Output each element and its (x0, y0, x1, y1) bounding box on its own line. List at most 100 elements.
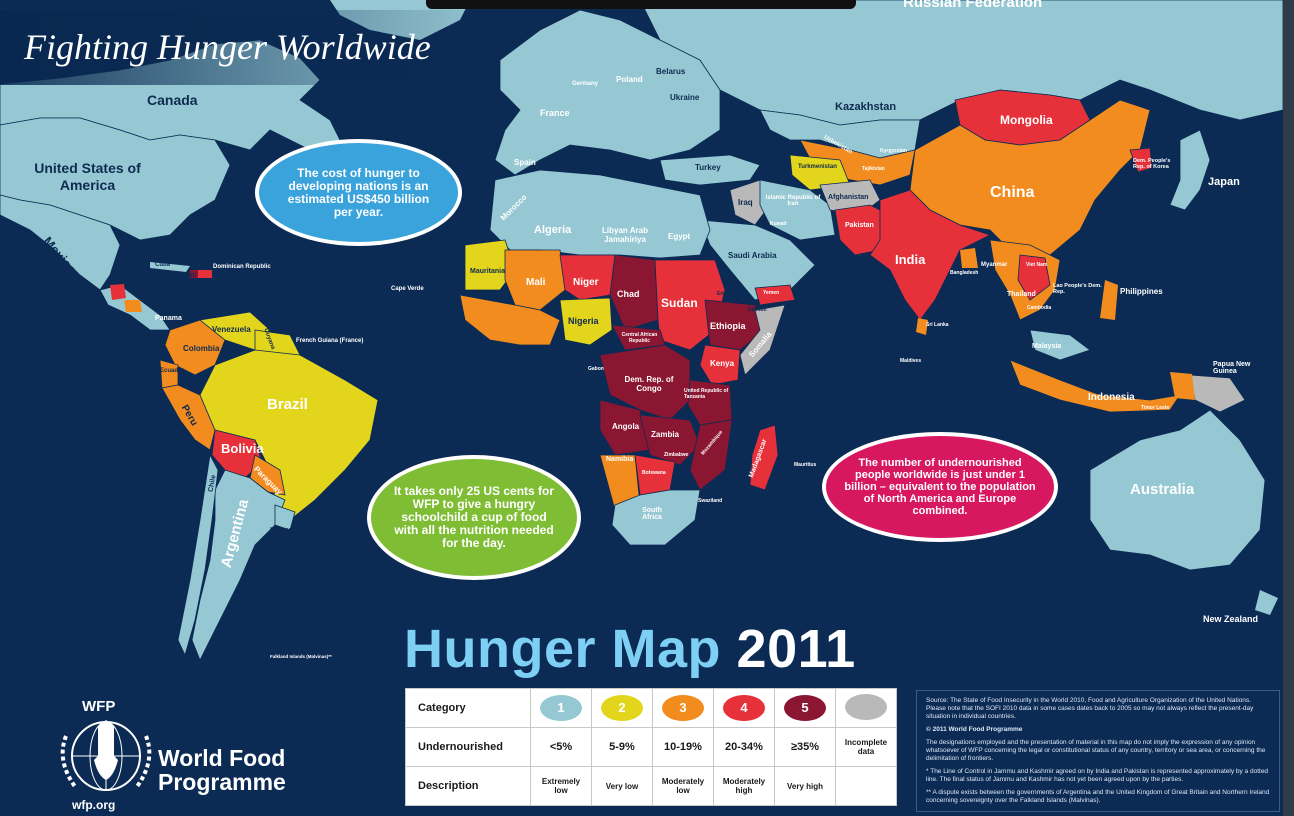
region-sudan[interactable] (654, 259, 726, 351)
region-turkey[interactable] (659, 154, 761, 186)
region-uruguay[interactable] (274, 504, 296, 531)
source-notes: Source: The State of Food Insecurity in … (916, 690, 1280, 812)
region-lao-cambodia[interactable] (1017, 254, 1051, 301)
region-malaysia[interactable] (1029, 329, 1091, 361)
wfp-name-line1: World Food (158, 745, 286, 771)
legend-desc (835, 766, 897, 806)
region-tanzania[interactable] (687, 379, 733, 426)
label-pakistan: Pakistan (845, 222, 874, 229)
label-mauritius: Mauritius (794, 462, 817, 468)
region-philippines[interactable] (1100, 280, 1118, 320)
wfp-url[interactable]: wfp.org (72, 798, 116, 812)
label-dprk: Dem. People's Rep. of Korea (1133, 158, 1171, 170)
label-sri-lanka: Sri Lanka (926, 322, 949, 328)
note-copyright: © 2011 World Food Programme (926, 726, 1023, 733)
region-guatemala-red[interactable] (110, 284, 126, 300)
legend-desc: Moderately high (713, 766, 775, 806)
region-yemen[interactable] (754, 284, 796, 306)
label-bolivia: Bolivia (221, 441, 264, 456)
region-chad[interactable] (609, 254, 659, 331)
region-cuba[interactable] (150, 262, 190, 272)
label-kuwait: Kuwait (770, 221, 787, 227)
region-mozambique[interactable] (689, 419, 733, 491)
region-paraguay[interactable] (249, 454, 286, 496)
label-ethiopia: Ethiopia (710, 321, 746, 331)
region-nicaragua-orange[interactable] (124, 300, 142, 312)
region-kenya[interactable] (699, 344, 741, 386)
legend-cat-2: 2 (601, 695, 643, 721)
hunger-map-year: 2011 (736, 619, 856, 679)
region-nigeria[interactable] (559, 297, 613, 346)
note-kashmir: * The Line of Control in Jammu and Kashm… (926, 768, 1269, 783)
label-mauritania: Mauritania (470, 268, 506, 275)
legend-row-category: Category 1 2 3 4 5 (405, 688, 897, 728)
legend-value: <5% (530, 727, 592, 767)
legend-cat-1: 1 (540, 695, 582, 721)
region-somalia[interactable] (739, 304, 786, 376)
region-argentina[interactable] (191, 469, 286, 661)
label-india: India (895, 252, 926, 267)
region-europe[interactable] (494, 9, 721, 176)
region-north-africa[interactable] (489, 169, 711, 259)
label-belarus: Belarus (656, 67, 686, 76)
region-drc[interactable] (599, 344, 691, 421)
label-yemen: Yemen (763, 290, 780, 296)
region-chile[interactable] (177, 453, 219, 657)
legend-desc: Very low (591, 766, 653, 806)
region-west-africa[interactable] (459, 294, 561, 346)
legend-value: ≥35% (774, 727, 836, 767)
label-uruguay: Uruguay (270, 527, 299, 534)
region-australia[interactable] (1089, 409, 1266, 571)
region-png[interactable] (1189, 374, 1246, 413)
region-haiti[interactable] (190, 270, 198, 278)
region-sri-lanka[interactable] (916, 318, 928, 335)
title-band (0, 10, 500, 85)
region-iran[interactable] (759, 179, 836, 241)
label-mongolia: Mongolia (1000, 113, 1053, 127)
region-niger[interactable] (559, 254, 616, 301)
region-indonesia[interactable] (1009, 359, 1181, 413)
label-iran: Islamic Republic of Iran (765, 195, 821, 207)
window-top-bar (426, 0, 856, 9)
region-madagascar[interactable] (749, 424, 779, 491)
region-south-africa[interactable] (611, 489, 701, 546)
label-colombia: Colombia (183, 344, 220, 353)
region-bangladesh[interactable] (960, 248, 978, 268)
region-zambia-zim[interactable] (639, 414, 701, 466)
label-cuba: Cuba (155, 262, 170, 268)
label-botswana: Botswana (642, 470, 666, 476)
label-tanzania: United Republic of Tanzania (684, 388, 729, 400)
legend-value: 10-19% (652, 727, 714, 767)
region-angola[interactable] (599, 399, 651, 456)
bubble-undernourished-text: The number of undernourished people worl… (844, 457, 1036, 517)
region-png-west[interactable] (1170, 372, 1195, 400)
legend-row-description: Description Extremely low Very low Moder… (405, 766, 897, 806)
label-usa: United States of America (34, 160, 141, 193)
legend-row-label: Description (405, 766, 531, 806)
label-drc: Dem. Rep. of Congo (624, 375, 674, 393)
label-saudi: Saudi Arabia (728, 251, 777, 260)
label-france: France (540, 108, 570, 118)
label-panama: Panama (155, 315, 182, 322)
label-china: China (990, 184, 1035, 201)
region-dominican[interactable] (198, 270, 212, 278)
label-russia: Russian Federation (903, 0, 1043, 11)
label-dominican: Dominican Republic (213, 264, 271, 270)
region-mexico[interactable] (0, 194, 121, 291)
label-angola: Angola (612, 422, 640, 431)
label-haiti: Haiti (183, 273, 197, 279)
region-india[interactable] (869, 189, 992, 321)
note-source: Source: The State of Food Insecurity in … (926, 697, 1254, 720)
label-iraq: Iraq (738, 198, 753, 207)
wfp-logo[interactable]: WFP World Food Programme wfp.org (54, 698, 324, 816)
label-spain: Spain (514, 158, 536, 167)
page-title: Fighting Hunger Worldwide (24, 27, 431, 67)
region-japan[interactable] (1169, 129, 1211, 211)
region-nz[interactable] (1255, 590, 1278, 615)
region-peru[interactable] (161, 384, 216, 451)
region-dprk[interactable] (1129, 147, 1153, 173)
legend-cat-incomplete (845, 693, 887, 720)
wfp-acronym: WFP (82, 698, 116, 715)
region-ecuador[interactable] (159, 359, 179, 389)
label-indonesia: Indonesia (1088, 392, 1135, 403)
